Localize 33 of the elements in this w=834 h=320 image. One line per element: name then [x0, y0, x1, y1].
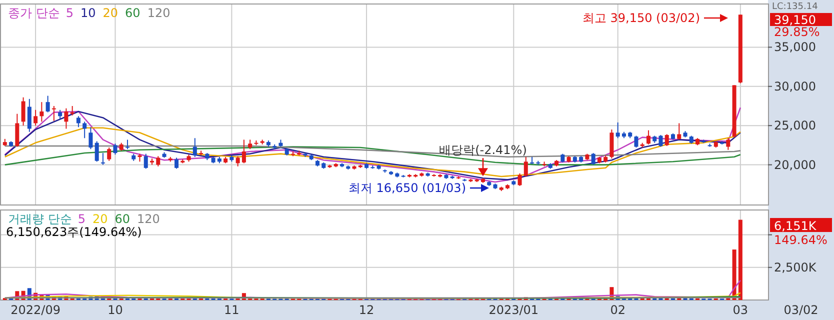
text: 120: [147, 6, 170, 20]
text: 03/02: [784, 303, 818, 317]
legend-title: 거래량 단순: [8, 212, 72, 226]
text: 20: [92, 212, 108, 226]
text: 149.64%: [774, 233, 828, 247]
annotation: 최저 16,650 (01/03): [348, 181, 466, 195]
text: 120: [137, 212, 160, 226]
y-tick-label: 30,000: [774, 79, 816, 94]
legend-title: 종가 단순: [8, 6, 60, 20]
y-tick-label: 2,500K: [774, 260, 818, 274]
text: 10: [80, 6, 96, 20]
y-tick-label: 25,000: [774, 118, 816, 133]
x-tick-label: 11: [224, 303, 240, 317]
text: 20: [102, 6, 118, 20]
text: 29.85%: [774, 25, 820, 39]
annotation: 배당락(-2.41%): [439, 143, 527, 158]
text: 60: [114, 212, 130, 226]
x-tick-label: 12: [358, 303, 374, 317]
text: 6,151K: [774, 219, 818, 233]
y-tick-label: 20,000: [774, 158, 816, 172]
x-tick-label: 2023/01: [488, 303, 539, 317]
x-tick-label: 02: [610, 303, 626, 317]
annotation: 6,150,623주(149.64%): [6, 225, 142, 239]
text: 5: [78, 212, 86, 226]
text: 5: [66, 6, 74, 20]
x-tick-label: 03: [732, 303, 748, 317]
text: 60: [125, 6, 140, 20]
y-tick-label: 35,000: [774, 40, 816, 54]
annotation: 최고 39,150 (03/02): [582, 11, 700, 25]
x-tick-label: 2022/09: [10, 303, 60, 317]
text: 39,150: [774, 13, 816, 27]
text: LC:135.14: [772, 2, 818, 12]
x-tick-label: 10: [108, 303, 123, 317]
